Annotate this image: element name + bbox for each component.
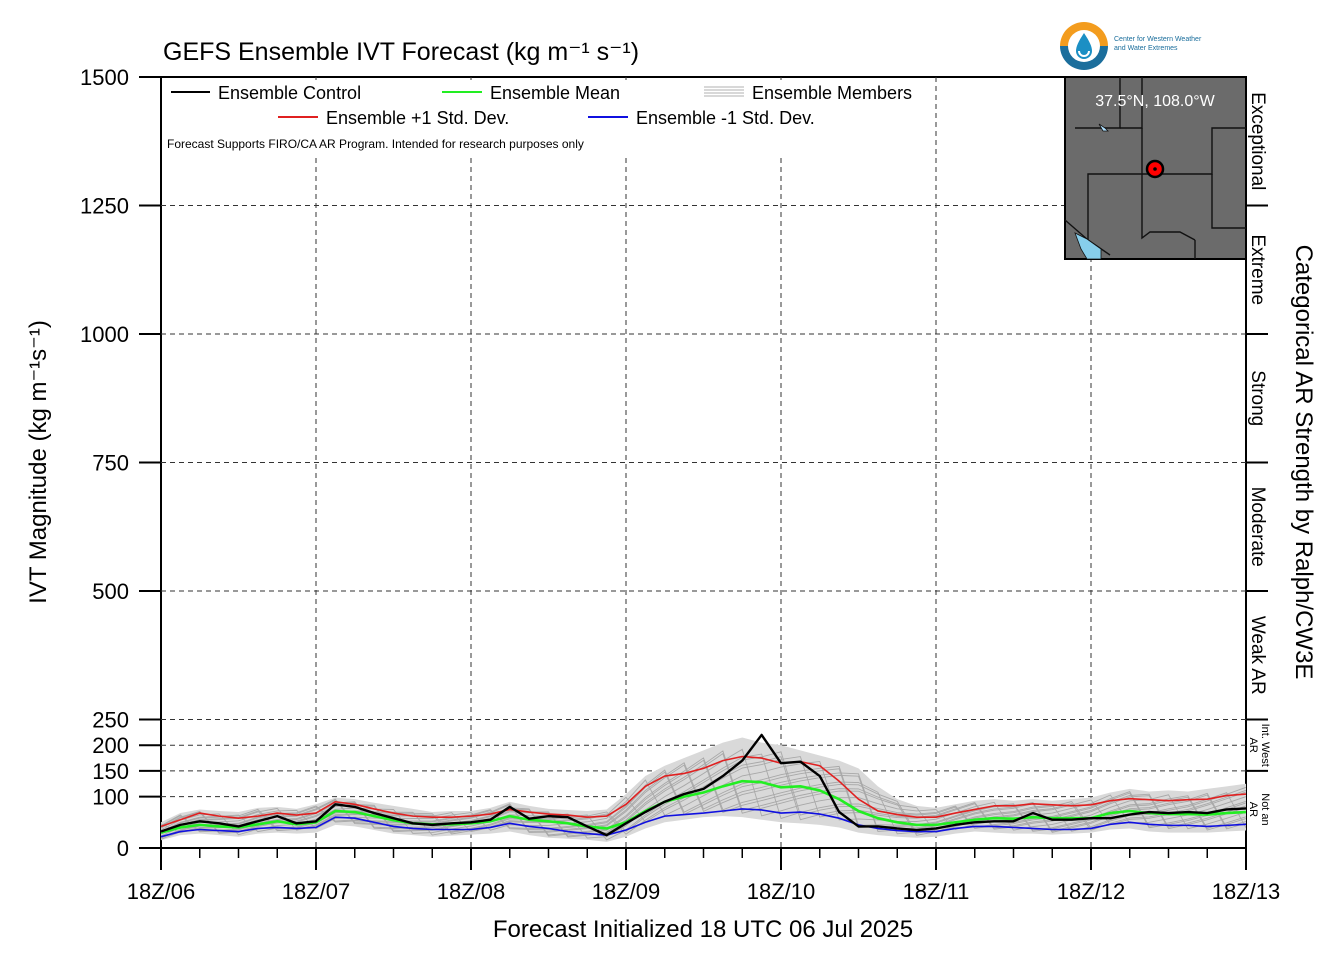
y-tick-label: 1500	[80, 65, 129, 90]
x-axis-label: Forecast Initialized 18 UTC 06 Jul 2025	[493, 916, 913, 943]
legend-label-plus-std: Ensemble +1 Std. Dev.	[326, 108, 509, 128]
legend: Ensemble Control Ensemble Mean Ensemble …	[164, 80, 934, 158]
series-line-ensemble-mean	[161, 779, 1246, 834]
ensemble-member-line	[161, 765, 1246, 839]
category-label-line: Int. West	[1259, 724, 1271, 767]
logo-water-arc-icon	[1060, 46, 1108, 70]
y-tick-label: 750	[92, 451, 129, 476]
category-label: Exceptional	[1247, 92, 1268, 190]
logo-text-line1: Center for Western Weather	[1114, 36, 1202, 43]
y-tick-label: 0	[117, 836, 129, 861]
legend-label-control: Ensemble Control	[218, 83, 361, 103]
state-borders	[1064, 77, 1246, 259]
legend-label-members: Ensemble Members	[752, 83, 912, 103]
y-tick-label: 250	[92, 708, 129, 733]
x-tick-label: 18Z/12	[1057, 879, 1126, 904]
x-tick-label: 18Z/09	[592, 879, 661, 904]
cw3e-logo: Center for Western Weather and Water Ext…	[1060, 22, 1202, 70]
category-label-line: Not an	[1259, 793, 1271, 825]
location-inset-map: 37.5°N, 108.0°W	[1064, 76, 1247, 260]
x-tick-label: 18Z/10	[747, 879, 816, 904]
y-tick-label: 1000	[80, 322, 129, 347]
ensemble-member-line	[161, 762, 1246, 840]
category-label-line: AR	[1247, 802, 1259, 817]
category-label: Strong	[1247, 370, 1268, 426]
legend-label-mean: Ensemble Mean	[490, 83, 620, 103]
category-label: Moderate	[1247, 487, 1268, 567]
series-line-ensemble-1-std-dev	[161, 755, 1246, 828]
ensemble-member-line	[161, 748, 1246, 839]
y-tick-label: 200	[92, 733, 129, 758]
y-tick-label: 500	[92, 579, 129, 604]
x-tick-label: 18Z/07	[282, 879, 351, 904]
y-tick-label: 1250	[80, 194, 129, 219]
logo-text-line2: and Water Extremes	[1114, 45, 1178, 52]
y-tick-label: 100	[92, 785, 129, 810]
ensemble-member-line	[161, 756, 1246, 835]
right-axis-label: Categorical AR Strength by Ralph/CW3E	[1290, 245, 1317, 680]
y-tick-label: 150	[92, 759, 129, 784]
x-tick-label: 18Z/08	[437, 879, 506, 904]
series-line-ensemble-control	[161, 733, 1246, 837]
ensemble-member-line	[161, 759, 1246, 837]
legend-background	[164, 80, 934, 158]
x-tick-label: 18Z/11	[903, 879, 970, 904]
category-label: Extreme	[1247, 234, 1268, 305]
series-line-ensemble-1-std-dev	[161, 808, 1246, 838]
ensemble-member-line	[161, 768, 1246, 839]
category-label: Weak AR	[1247, 616, 1268, 695]
x-tick-label: 18Z/06	[127, 879, 196, 904]
research-note: Forecast Supports FIRO/CA AR Program. In…	[167, 137, 584, 151]
legend-swatch-members	[704, 86, 744, 97]
water-icon	[1074, 232, 1102, 260]
category-label-line: AR	[1247, 738, 1259, 753]
logo-sun-arc-icon	[1060, 22, 1108, 46]
y-axis-label: IVT Magnitude (kg m⁻¹s⁻¹)	[25, 320, 52, 604]
inset-location-label: 37.5°N, 108.0°W	[1095, 93, 1215, 110]
data-series	[161, 733, 1246, 842]
legend-label-minus-std: Ensemble -1 Std. Dev.	[636, 108, 815, 128]
lake-icon	[1098, 123, 1109, 132]
x-tick-label: 18Z/13	[1212, 879, 1281, 904]
chart-title: GEFS Ensemble IVT Forecast (kg m⁻¹ s⁻¹)	[163, 38, 639, 66]
